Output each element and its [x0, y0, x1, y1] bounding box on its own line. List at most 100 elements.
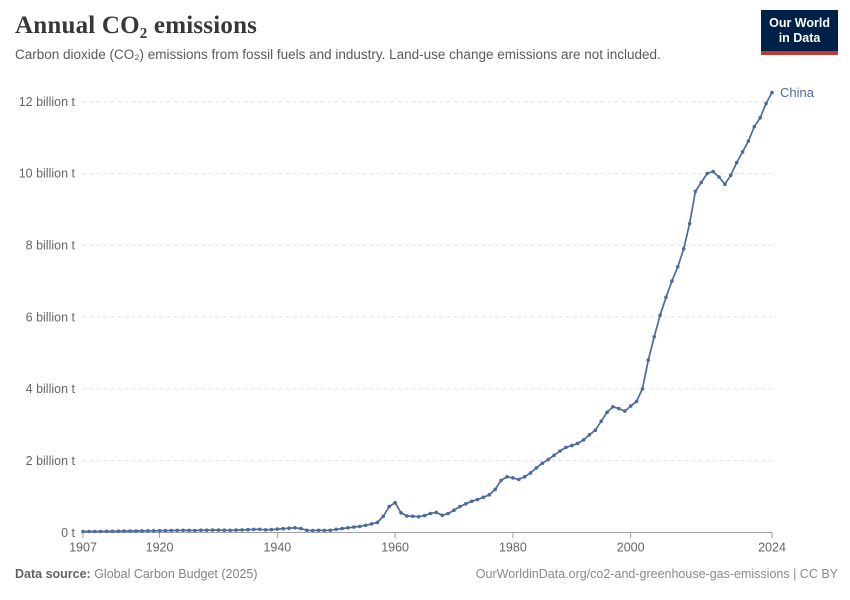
data-point[interactable] — [469, 499, 474, 504]
data-point[interactable] — [570, 443, 574, 448]
data-point[interactable] — [428, 511, 433, 516]
data-point[interactable] — [116, 529, 121, 533]
data-point[interactable] — [623, 409, 627, 413]
data-point[interactable] — [640, 387, 645, 391]
data-point[interactable] — [316, 528, 321, 533]
data-point[interactable] — [293, 526, 297, 530]
data-point[interactable] — [363, 523, 368, 528]
data-point[interactable] — [546, 457, 550, 462]
data-point[interactable] — [605, 410, 609, 415]
data-point[interactable] — [122, 529, 126, 533]
data-point[interactable] — [93, 529, 97, 534]
data-point[interactable] — [305, 528, 309, 533]
data-point[interactable] — [487, 493, 492, 497]
data-point[interactable] — [128, 529, 132, 533]
data-point[interactable] — [564, 445, 568, 450]
data-point[interactable] — [676, 265, 680, 269]
series-label[interactable]: China — [780, 85, 815, 100]
data-point[interactable] — [740, 150, 745, 154]
data-point[interactable] — [746, 139, 751, 143]
data-point[interactable] — [204, 528, 209, 532]
data-point[interactable] — [157, 528, 162, 533]
data-point[interactable] — [346, 526, 350, 530]
data-point[interactable] — [187, 528, 191, 533]
data-point[interactable] — [481, 495, 486, 500]
data-point[interactable] — [505, 475, 509, 479]
data-point[interactable] — [646, 358, 651, 362]
data-point[interactable] — [452, 508, 456, 512]
data-point[interactable] — [352, 525, 356, 529]
data-point[interactable] — [110, 529, 115, 534]
data-point[interactable] — [416, 514, 421, 519]
data-point[interactable] — [552, 453, 556, 458]
data-point[interactable] — [758, 116, 762, 120]
data-point[interactable] — [246, 527, 250, 532]
data-point[interactable] — [440, 513, 445, 518]
data-point[interactable] — [328, 528, 333, 533]
data-point[interactable] — [98, 529, 103, 534]
data-point[interactable] — [729, 173, 733, 177]
owid-logo[interactable]: Our World in Data — [761, 10, 838, 55]
data-point[interactable] — [151, 529, 156, 533]
data-point[interactable] — [257, 527, 262, 532]
data-point[interactable] — [681, 247, 686, 251]
data-point[interactable] — [652, 335, 656, 339]
data-point[interactable] — [422, 513, 427, 518]
data-point[interactable] — [499, 478, 503, 483]
data-point[interactable] — [534, 466, 539, 470]
data-point[interactable] — [87, 529, 91, 534]
data-point[interactable] — [752, 124, 757, 129]
data-point[interactable] — [322, 528, 327, 533]
data-point[interactable] — [628, 404, 633, 408]
footer-link[interactable]: OurWorldinData.org/co2-and-greenhouse-ga… — [475, 567, 838, 581]
data-point[interactable] — [575, 441, 580, 446]
data-point[interactable] — [611, 405, 615, 409]
data-point[interactable] — [587, 433, 592, 437]
data-point[interactable] — [705, 171, 709, 176]
data-point[interactable] — [375, 520, 380, 525]
data-point[interactable] — [181, 528, 185, 533]
data-point[interactable] — [263, 528, 268, 532]
data-point[interactable] — [764, 101, 768, 106]
data-point[interactable] — [175, 528, 179, 533]
data-points[interactable] — [81, 90, 774, 534]
data-point[interactable] — [134, 529, 138, 533]
data-point[interactable] — [434, 510, 439, 515]
data-point[interactable] — [405, 514, 409, 518]
data-point[interactable] — [104, 529, 109, 534]
data-point[interactable] — [723, 182, 727, 186]
data-point[interactable] — [369, 522, 374, 526]
data-point[interactable] — [711, 169, 715, 174]
data-point[interactable] — [446, 511, 450, 516]
data-point[interactable] — [670, 279, 674, 283]
data-point[interactable] — [770, 90, 774, 95]
data-point[interactable] — [411, 514, 415, 519]
data-point[interactable] — [222, 528, 227, 532]
data-point[interactable] — [617, 406, 621, 411]
data-point[interactable] — [458, 504, 462, 509]
data-point[interactable] — [493, 487, 498, 492]
data-point[interactable] — [358, 524, 362, 529]
data-point[interactable] — [511, 476, 515, 480]
data-point[interactable] — [528, 471, 533, 475]
data-point[interactable] — [287, 526, 291, 530]
data-point[interactable] — [664, 295, 668, 300]
data-point[interactable] — [540, 461, 545, 466]
data-point[interactable] — [522, 475, 527, 479]
data-point[interactable] — [658, 313, 662, 318]
data-point[interactable] — [216, 528, 221, 532]
data-point[interactable] — [146, 529, 150, 533]
data-point[interactable] — [169, 528, 174, 533]
data-point[interactable] — [717, 175, 721, 179]
data-point[interactable] — [387, 504, 392, 509]
data-point[interactable] — [228, 528, 232, 533]
data-point[interactable] — [399, 511, 403, 515]
data-point[interactable] — [593, 428, 598, 433]
data-point[interactable] — [734, 160, 739, 165]
data-point[interactable] — [234, 528, 238, 532]
data-point[interactable] — [281, 526, 286, 531]
data-point[interactable] — [140, 529, 144, 533]
data-point[interactable] — [687, 221, 692, 226]
data-point[interactable] — [634, 399, 639, 404]
data-point[interactable] — [599, 419, 603, 424]
